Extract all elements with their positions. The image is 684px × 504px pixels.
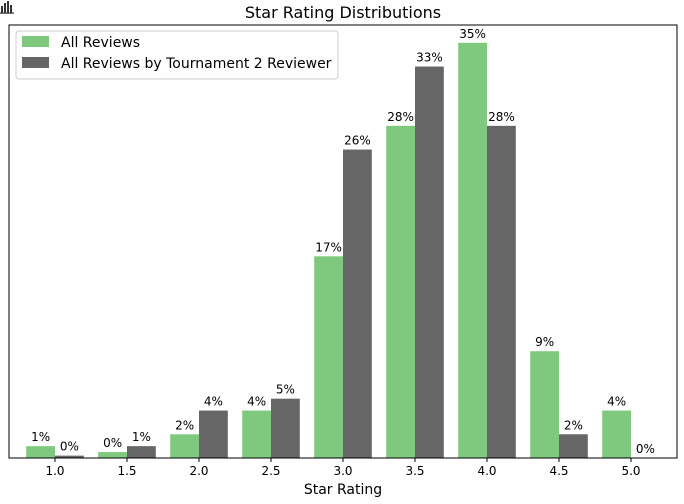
x-tick-label: 4.5 xyxy=(549,464,568,478)
bar-labels-layer: 1% 0% 2% 4% 17% 28% 35% 9% 4% 0% 1% 4% 5% 26% 33% 28% 2%… xyxy=(31,27,655,456)
bar-label-tournament-2-3.5: 33% xyxy=(416,51,443,65)
bar-chart-icon xyxy=(0,1,14,14)
bar-tournament-2-2.5 xyxy=(271,398,300,458)
x-tick-label: 4.0 xyxy=(477,464,496,478)
bar-label-tournament-2-1.5: 1% xyxy=(132,430,151,444)
legend-label-tournament-2: All Reviews by Tournament 2 Reviewer xyxy=(61,56,332,72)
bar-all-reviews-1.5 xyxy=(98,452,127,458)
x-tick-label: 1.5 xyxy=(117,464,136,478)
bar-all-reviews-3.0 xyxy=(314,256,343,458)
bar-label-all-reviews-2.5: 4% xyxy=(247,395,266,409)
bar-tournament-2-3.0 xyxy=(343,149,372,458)
bar-tournament-2-4.5 xyxy=(559,434,588,458)
bar-label-all-reviews-1.0: 1% xyxy=(31,430,50,444)
bars-layer xyxy=(26,42,631,459)
x-axis-label: Star Rating xyxy=(304,482,382,498)
bar-label-all-reviews-3.0: 17% xyxy=(315,240,342,254)
bar-label-all-reviews-3.5: 28% xyxy=(387,110,414,124)
x-tick-label: 5.0 xyxy=(621,464,640,478)
bar-tournament-2-3.5 xyxy=(415,66,444,459)
legend-swatch-tournament-2 xyxy=(22,57,49,68)
bar-all-reviews-2.0 xyxy=(170,434,199,458)
bar-label-tournament-2-4.0: 28% xyxy=(488,110,515,124)
bar-label-all-reviews-5.0: 4% xyxy=(607,395,626,409)
legend: All Reviews All Reviews by Tournament 2 R… xyxy=(15,30,339,80)
bar-all-reviews-3.5 xyxy=(386,125,415,458)
bar-tournament-2-1.5 xyxy=(127,446,156,458)
bar-label-all-reviews-4.0: 35% xyxy=(459,27,486,41)
bar-label-tournament-2-2.0: 4% xyxy=(204,395,223,409)
bar-label-tournament-2-3.0: 26% xyxy=(344,134,371,148)
bar-tournament-2-2.0 xyxy=(199,410,228,458)
bar-label-all-reviews-4.5: 9% xyxy=(535,335,554,349)
bar-all-reviews-1.0 xyxy=(26,446,55,458)
bar-tournament-2-1.0 xyxy=(55,455,84,458)
x-tick-label: 2.5 xyxy=(261,464,280,478)
legend-box xyxy=(15,30,339,80)
bar-all-reviews-4.0 xyxy=(458,42,487,458)
bar-label-all-reviews-2.0: 2% xyxy=(175,418,194,432)
bar-label-tournament-2-4.5: 2% xyxy=(564,418,583,432)
x-tick-label: 3.5 xyxy=(405,464,424,478)
legend-label-all-reviews: All Reviews xyxy=(61,35,140,51)
bar-label-tournament-2-5.0: 0% xyxy=(636,442,655,456)
bar-tournament-2-4.0 xyxy=(487,125,516,458)
bar-all-reviews-4.5 xyxy=(530,351,559,458)
bar-all-reviews-2.5 xyxy=(242,410,271,458)
x-tick-label: 1.0 xyxy=(45,464,64,478)
x-tick-label: 3.0 xyxy=(333,464,352,478)
x-tick-label: 2.0 xyxy=(189,464,208,478)
bar-label-tournament-2-2.5: 5% xyxy=(276,383,295,397)
x-axis-ticks: 1.0 1.5 2.0 2.5 3.0 3.5 4.0 4.5 5.0 xyxy=(45,458,641,478)
bar-label-tournament-2-1.0: 0% xyxy=(60,440,79,454)
chart-title: Star Rating Distributions xyxy=(245,3,441,22)
bar-all-reviews-5.0 xyxy=(602,410,631,458)
bar-label-all-reviews-1.5: 0% xyxy=(103,436,122,450)
legend-swatch-all-reviews xyxy=(22,36,49,47)
